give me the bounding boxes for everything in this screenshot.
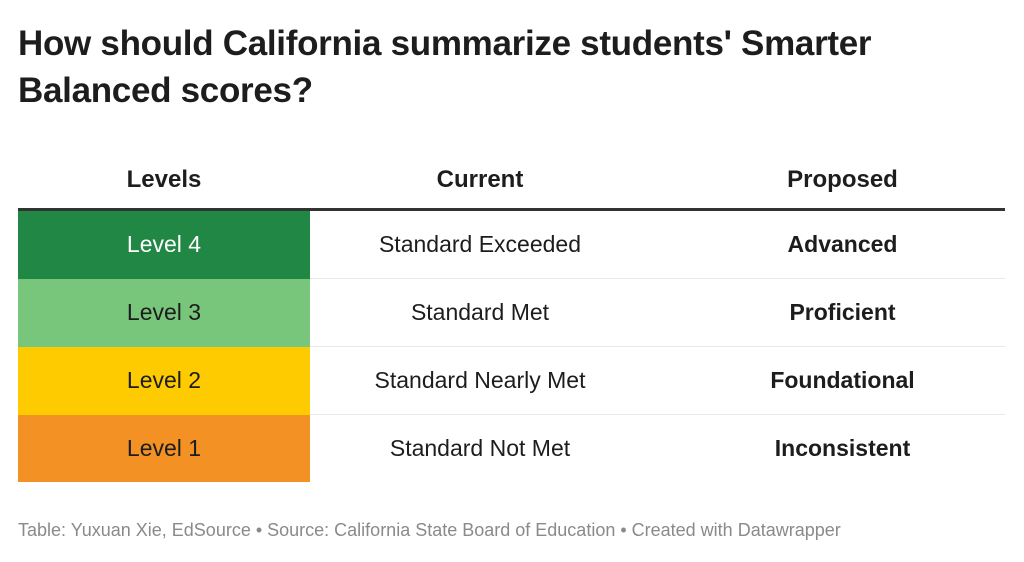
- current-cell: Standard Not Met: [389, 435, 571, 461]
- proposed-cell: Proficient: [650, 278, 1005, 347]
- table-row: Level 1 Standard Not Met Inconsistent: [18, 414, 1005, 482]
- proposed-cell: Advanced: [650, 209, 1005, 279]
- table-row: Level 3 Standard Met Proficient: [18, 278, 1005, 347]
- level-cell: Level 4: [18, 209, 310, 279]
- current-cell: Standard Nearly Met: [310, 346, 650, 415]
- header-row: Levels Current Proposed: [18, 152, 1005, 211]
- current-cell: Standard Met: [310, 278, 650, 347]
- levels-table: Levels Current Proposed Level 4 Standard …: [18, 152, 1005, 482]
- column-header-current[interactable]: Current: [310, 152, 650, 211]
- level-cell: Level 1: [18, 414, 310, 482]
- table-row: Level 2 Standard Nearly Met Foundational: [18, 346, 1005, 415]
- level-cell: Level 3: [18, 278, 310, 347]
- proposed-cell: Foundational: [650, 346, 1005, 415]
- proposed-cell: Inconsistent: [774, 435, 911, 461]
- column-header-proposed[interactable]: Proposed: [650, 152, 1005, 211]
- column-header-levels[interactable]: Levels: [18, 152, 310, 211]
- current-cell: Standard Exceeded: [310, 209, 650, 279]
- footer-credits: Table: Yuxuan Xie, EdSource • Source: Ca…: [18, 520, 841, 540]
- table-row: Level 4 Standard Exceeded Advanced: [18, 209, 1005, 279]
- chart-title: How should California summarize students…: [18, 24, 872, 110]
- level-cell: Level 2: [18, 346, 310, 415]
